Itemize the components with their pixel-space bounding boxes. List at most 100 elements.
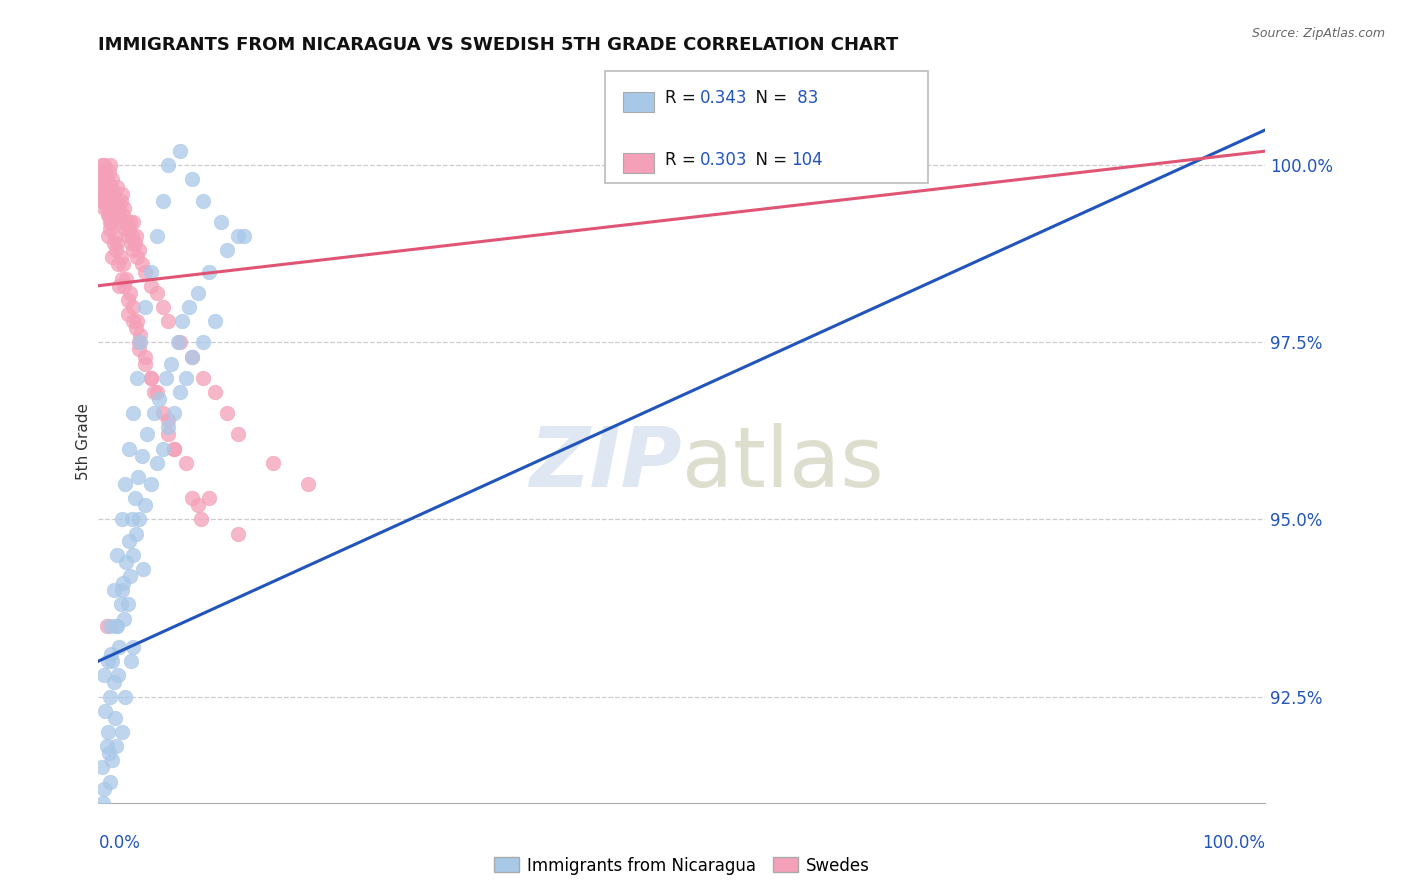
Point	[96, 201, 118, 215]
Point	[204, 314, 226, 328]
Point	[128, 244, 150, 258]
Point	[91, 165, 114, 179]
Point	[96, 739, 118, 753]
Point	[180, 491, 202, 506]
Point	[122, 548, 145, 562]
Point	[169, 384, 191, 399]
Point	[157, 413, 180, 427]
Point	[110, 194, 132, 208]
Point	[118, 215, 141, 229]
Point	[122, 640, 145, 654]
Point	[215, 406, 238, 420]
Point	[228, 526, 250, 541]
Text: 83: 83	[792, 89, 818, 107]
Point	[98, 215, 121, 229]
Point	[98, 774, 121, 789]
Point	[128, 512, 150, 526]
Point	[139, 278, 162, 293]
Point	[125, 251, 148, 265]
Point	[90, 172, 112, 186]
Point	[120, 654, 142, 668]
Point	[134, 357, 156, 371]
Point	[179, 300, 201, 314]
Point	[134, 300, 156, 314]
Point	[101, 172, 124, 186]
Point	[98, 690, 121, 704]
Point	[125, 314, 148, 328]
Point	[100, 215, 122, 229]
Point	[111, 583, 134, 598]
Point	[101, 251, 124, 265]
Point	[125, 321, 148, 335]
Point	[187, 285, 209, 300]
Point	[118, 533, 141, 548]
Point	[96, 172, 118, 186]
Point	[134, 264, 156, 278]
Point	[297, 477, 319, 491]
Point	[104, 711, 127, 725]
Point	[104, 244, 127, 258]
Point	[104, 194, 127, 208]
Point	[93, 201, 115, 215]
Point	[180, 350, 202, 364]
Text: ZIP: ZIP	[529, 423, 682, 504]
Point	[105, 179, 128, 194]
Point	[90, 172, 112, 186]
Point	[124, 491, 146, 506]
Point	[97, 208, 120, 222]
Point	[111, 725, 134, 739]
Point	[159, 357, 181, 371]
Point	[111, 271, 134, 285]
Point	[125, 526, 148, 541]
Point	[93, 158, 115, 172]
Point	[103, 675, 125, 690]
Point	[122, 406, 145, 420]
Point	[93, 668, 115, 682]
Point	[104, 201, 127, 215]
Legend: Immigrants from Nicaragua, Swedes: Immigrants from Nicaragua, Swedes	[486, 850, 877, 881]
Point	[146, 285, 169, 300]
Point	[146, 229, 169, 244]
Point	[169, 144, 191, 158]
Point	[127, 470, 149, 484]
Point	[100, 647, 122, 661]
Point	[90, 760, 112, 774]
Point	[117, 307, 139, 321]
Point	[93, 781, 115, 796]
Point	[174, 371, 197, 385]
Point	[180, 172, 202, 186]
Point	[228, 229, 250, 244]
Text: 104: 104	[792, 151, 823, 169]
Point	[146, 384, 169, 399]
Point	[117, 598, 139, 612]
Point	[125, 229, 148, 244]
Point	[110, 598, 132, 612]
Point	[129, 328, 152, 343]
Point	[90, 194, 112, 208]
Point	[124, 236, 146, 251]
Point	[157, 314, 180, 328]
Point	[108, 201, 131, 215]
Text: 0.0%: 0.0%	[98, 834, 141, 852]
Text: N =: N =	[745, 89, 793, 107]
Point	[198, 264, 221, 278]
Point	[193, 194, 215, 208]
Point	[228, 427, 250, 442]
Point	[262, 456, 284, 470]
Point	[98, 618, 121, 632]
Point	[187, 498, 209, 512]
Y-axis label: 5th Grade: 5th Grade	[76, 403, 91, 480]
Point	[94, 704, 117, 718]
Point	[98, 194, 121, 208]
Point	[215, 244, 238, 258]
Point	[107, 208, 129, 222]
Point	[121, 229, 143, 244]
Point	[118, 222, 141, 236]
Point	[112, 201, 135, 215]
Point	[103, 186, 125, 201]
Point	[148, 392, 170, 406]
Point	[97, 746, 120, 760]
Point	[139, 264, 162, 278]
Point	[104, 739, 127, 753]
Point	[209, 215, 232, 229]
